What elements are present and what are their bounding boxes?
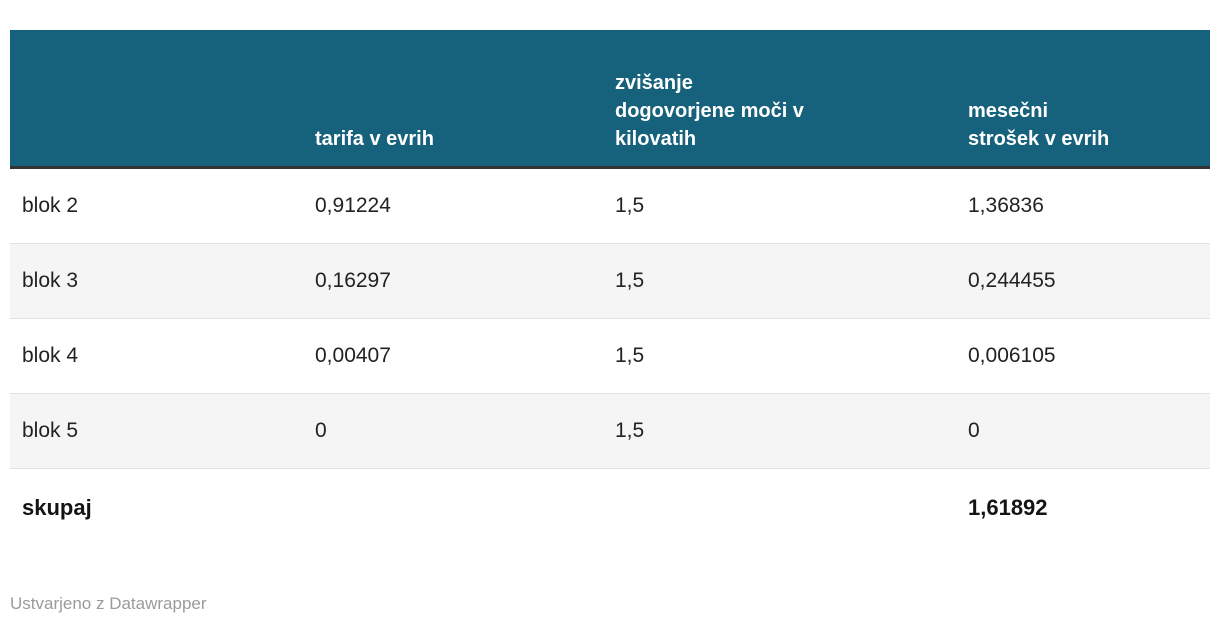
strosek-cell: 0,244455 <box>956 243 1210 319</box>
datawrapper-credit-link[interactable]: Ustvarjeno z Datawrapper <box>10 593 207 613</box>
row-label: blok 4 <box>10 318 303 394</box>
data-table: tarifa v evrih zvišanje dogovorjene moči… <box>10 30 1210 547</box>
zvisanje-cell: 1,5 <box>603 393 956 469</box>
tarifa-cell: 0,91224 <box>303 167 603 244</box>
zvisanje-cell: 1,5 <box>603 318 956 394</box>
col-header-tarifa: tarifa v evrih <box>303 30 603 169</box>
tarifa-cell: 0,00407 <box>303 318 603 394</box>
row-label: blok 2 <box>10 167 303 244</box>
total-row-label: skupaj <box>10 468 303 547</box>
strosek-cell: 0 <box>956 393 1210 469</box>
total-tarifa-cell <box>303 468 603 547</box>
header-row: tarifa v evrih zvišanje dogovorjene moči… <box>10 30 1210 169</box>
col-header-row-label <box>10 30 303 169</box>
table-row-blok-3: blok 3 0,16297 1,5 0,244455 <box>10 243 1210 319</box>
row-label: blok 5 <box>10 393 303 469</box>
zvisanje-cell: 1,5 <box>603 167 956 244</box>
table-row-blok-4: blok 4 0,00407 1,5 0,006105 <box>10 318 1210 394</box>
strosek-cell: 0,006105 <box>956 318 1210 394</box>
col-header-zvisanje-moci: zvišanje dogovorjene moči v kilovatih <box>603 30 956 169</box>
table-row-blok-2: blok 2 0,91224 1,5 1,36836 <box>10 167 1210 244</box>
total-strosek-cell: 1,61892 <box>956 468 1210 547</box>
table-row-blok-5: blok 5 0 1,5 0 <box>10 393 1210 469</box>
zvisanje-cell: 1,5 <box>603 243 956 319</box>
col-header-mesecni-strosek: mesečni strošek v evrih <box>956 30 1210 169</box>
total-row-skupaj: skupaj 1,61892 <box>10 468 1210 547</box>
row-label: blok 3 <box>10 243 303 319</box>
tarifa-cell: 0,16297 <box>303 243 603 319</box>
tarifa-cell: 0 <box>303 393 603 469</box>
total-zvisanje-cell <box>603 468 956 547</box>
strosek-cell: 1,36836 <box>956 167 1210 244</box>
